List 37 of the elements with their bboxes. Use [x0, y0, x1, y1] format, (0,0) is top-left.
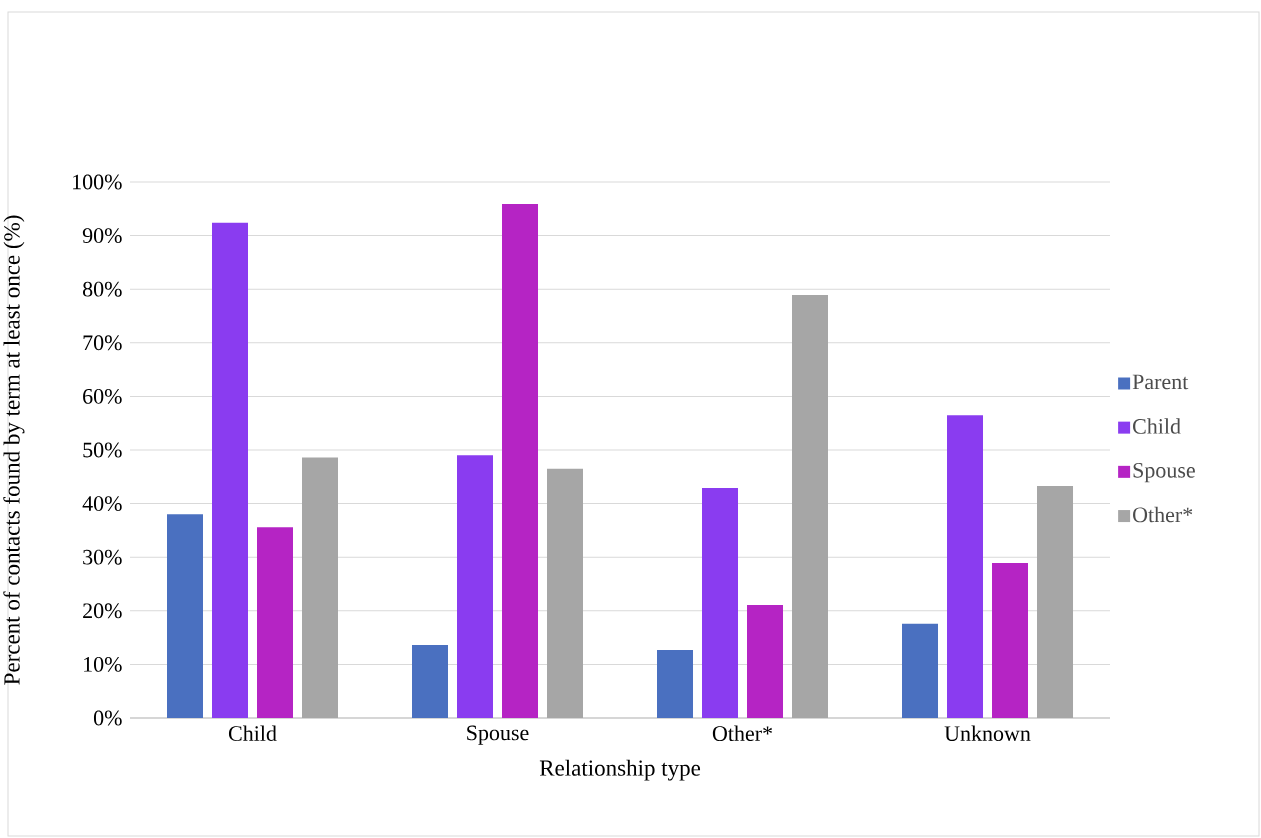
- bar: [257, 527, 293, 718]
- y-tick-label: 50%: [83, 442, 122, 458]
- x-tick-label: Child: [228, 725, 277, 742]
- legend-label: Spouse: [1133, 462, 1195, 483]
- bar: [747, 604, 784, 718]
- x-tick-label: Other*: [712, 725, 772, 742]
- y-tick-label: 60%: [83, 388, 122, 404]
- bar: [212, 222, 248, 718]
- y-tick-label: 10%: [84, 656, 122, 672]
- bar: [792, 295, 829, 718]
- y-tick-label: 0%: [93, 710, 122, 726]
- bar: [992, 563, 1029, 718]
- bar: [547, 468, 584, 718]
- legend-label: Other*: [1133, 506, 1193, 523]
- y-tick-label: 80%: [82, 281, 122, 297]
- y-tick-label: 30%: [83, 549, 122, 565]
- y-axis-title: Percent of contacts found by term at least once (%): [3, 215, 25, 685]
- bar: [657, 649, 694, 718]
- bar: [302, 457, 338, 718]
- y-tick-label: 70%: [83, 335, 122, 351]
- x-tick-label: Unknown: [944, 725, 1031, 742]
- x-axis-title: Relationship type: [539, 759, 701, 781]
- bar: [502, 203, 539, 718]
- y-tick-label: 40%: [82, 496, 122, 512]
- legend-label: Parent: [1132, 374, 1189, 390]
- bar: [457, 455, 493, 718]
- x-tick-label: Spouse: [467, 725, 529, 745]
- y-tick-label: 90%: [82, 228, 122, 244]
- bar: [167, 514, 203, 718]
- bar: [702, 488, 739, 718]
- y-tick-label: 100%: [73, 174, 122, 190]
- bar: [1037, 485, 1074, 718]
- bar: [412, 645, 448, 718]
- legend-label: Child: [1133, 418, 1181, 434]
- bar: [947, 415, 984, 718]
- y-tick-label: 20%: [83, 603, 122, 619]
- bar: [902, 623, 939, 718]
